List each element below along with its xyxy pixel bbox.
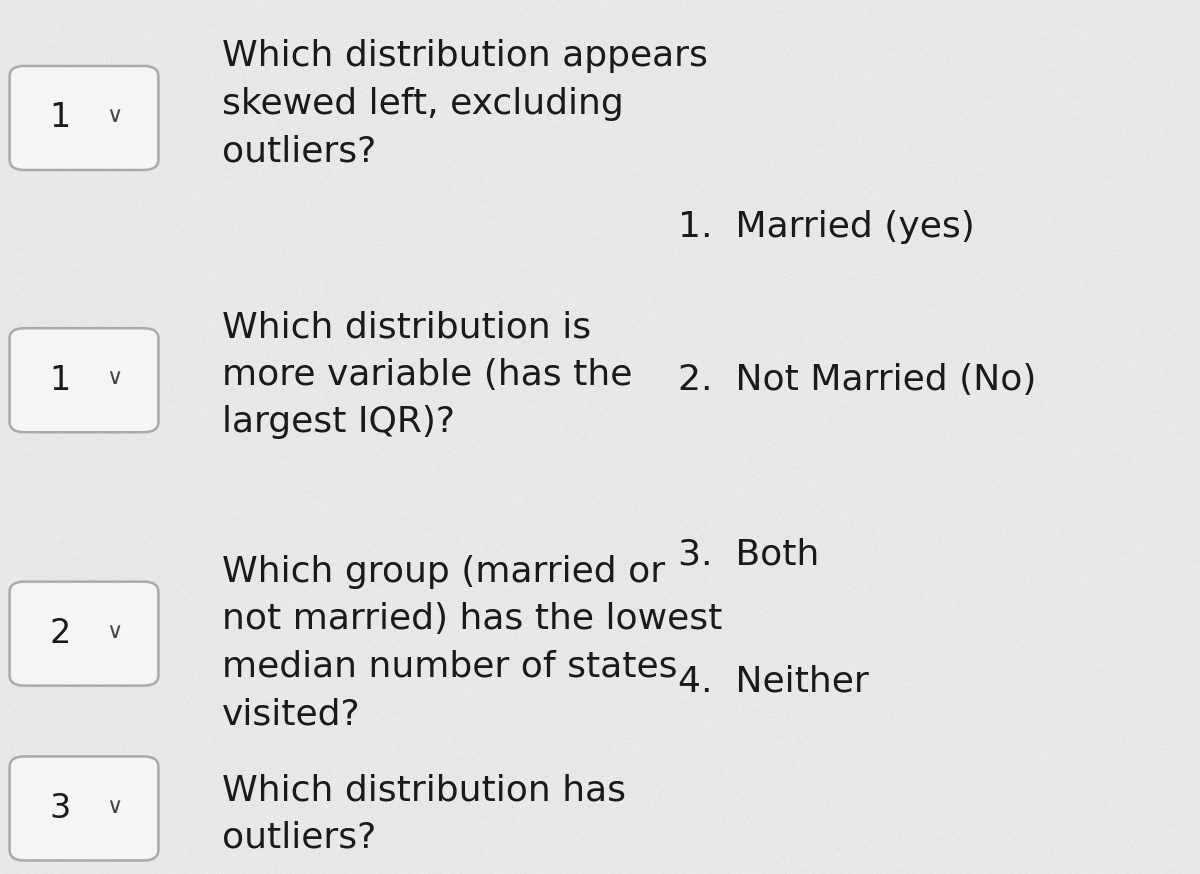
Text: 3: 3 xyxy=(49,792,71,825)
Text: 1.  Married (yes): 1. Married (yes) xyxy=(678,211,974,244)
Text: ∨: ∨ xyxy=(106,622,122,642)
Text: 2: 2 xyxy=(49,617,71,650)
Text: 3.  Both: 3. Both xyxy=(678,538,820,572)
Text: 2.  Not Married (No): 2. Not Married (No) xyxy=(678,364,1037,397)
Text: 1: 1 xyxy=(49,364,71,397)
Text: Which group (married or
not married) has the lowest
median number of states
visi: Which group (married or not married) has… xyxy=(222,555,722,732)
Text: Which distribution has
outliers?: Which distribution has outliers? xyxy=(222,773,626,855)
Text: ∨: ∨ xyxy=(106,107,122,126)
Text: 4.  Neither: 4. Neither xyxy=(678,665,869,698)
FancyBboxPatch shape xyxy=(10,582,158,685)
FancyBboxPatch shape xyxy=(10,757,158,860)
Text: Which distribution appears
skewed left, excluding
outliers?: Which distribution appears skewed left, … xyxy=(222,39,708,169)
Text: Which distribution is
more variable (has the
largest IQR)?: Which distribution is more variable (has… xyxy=(222,310,632,440)
FancyBboxPatch shape xyxy=(10,66,158,170)
Text: ∨: ∨ xyxy=(106,797,122,816)
Text: ∨: ∨ xyxy=(106,369,122,388)
Text: 1: 1 xyxy=(49,101,71,135)
FancyBboxPatch shape xyxy=(10,329,158,433)
